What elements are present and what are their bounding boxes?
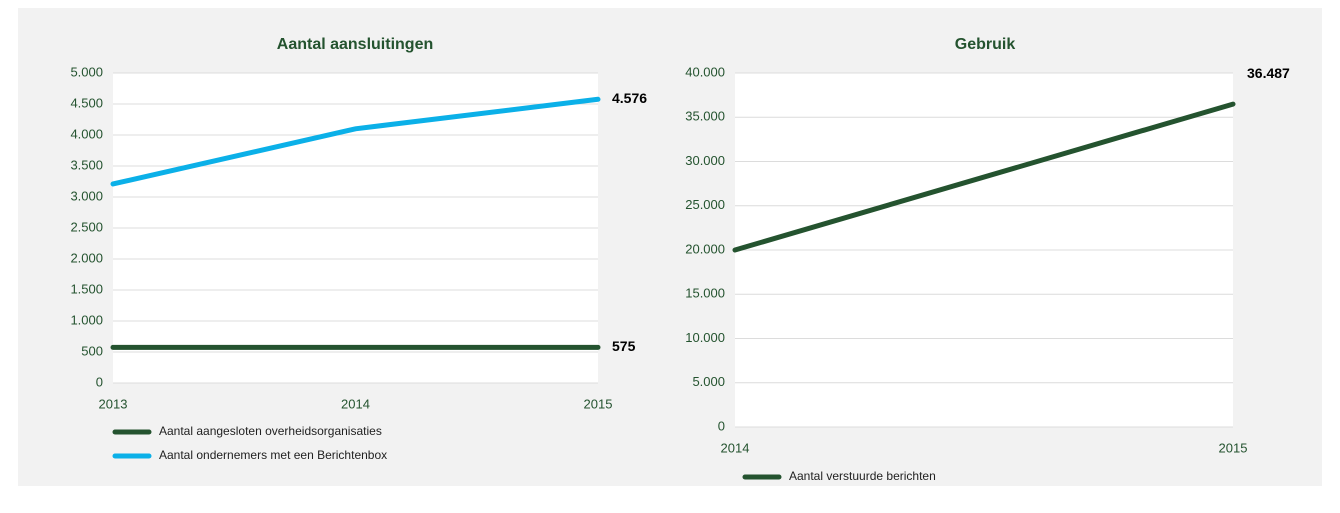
y-tick-label: 4.500 [70,95,103,110]
y-tick-label: 1.000 [70,312,103,327]
y-tick-label: 3.500 [70,157,103,172]
y-tick-label: 2.000 [70,250,103,265]
legend-label: Aantal ondernemers met een Berichtenbox [159,448,387,462]
data-label: 36.487 [1247,65,1290,81]
y-tick-label: 40.000 [685,64,725,79]
x-tick-label: 2014 [341,396,370,411]
y-tick-label: 30.000 [685,153,725,168]
y-tick-label: 0 [718,418,725,433]
y-tick-label: 2.500 [70,219,103,234]
y-tick-label: 5.000 [70,64,103,79]
y-tick-label: 10.000 [685,330,725,345]
y-tick-label: 0 [96,374,103,389]
data-label: 4.576 [612,90,647,106]
legend-label: Aantal verstuurde berichten [789,469,936,483]
y-tick-label: 5.000 [692,374,725,389]
y-tick-label: 3.000 [70,188,103,203]
series-line [732,101,1236,253]
x-tick-label: 2015 [584,396,613,411]
y-tick-label: 15.000 [685,286,725,301]
series-line [110,96,601,187]
chart-title: Gebruik [955,36,1016,53]
chart-title: Aantal aansluitingen [277,36,433,53]
data-label: 575 [612,338,636,354]
y-tick-label: 35.000 [685,109,725,124]
y-tick-label: 20.000 [685,241,725,256]
x-tick-label: 2013 [99,396,128,411]
y-tick-label: 1.500 [70,281,103,296]
y-tick-label: 500 [81,343,103,358]
x-tick-label: 2014 [721,440,750,455]
legend-label: Aantal aangesloten overheidsorganisaties [159,424,382,438]
y-tick-label: 25.000 [685,197,725,212]
y-tick-label: 4.000 [70,126,103,141]
x-tick-label: 2015 [1219,440,1248,455]
